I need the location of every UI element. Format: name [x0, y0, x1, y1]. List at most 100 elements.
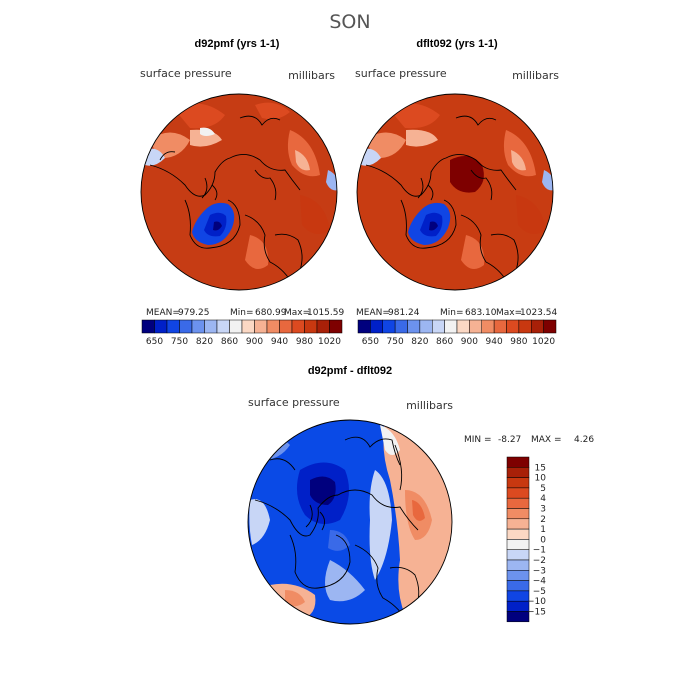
colorbar-swatch: [444, 319, 458, 334]
coastlines: [365, 115, 519, 281]
map-region: [295, 150, 310, 171]
units-label: millibars: [406, 399, 453, 412]
min-value: 680.99: [255, 308, 287, 318]
map-field: [141, 94, 337, 290]
colorbar-swatch: [506, 487, 530, 499]
variable-label: surface pressure: [248, 396, 340, 409]
max-label: Max=: [284, 308, 310, 318]
map-region: [380, 425, 400, 455]
colorbar-tick-label: 3: [540, 505, 546, 515]
max-value: 1023.54: [520, 308, 557, 318]
colorbar-swatch: [481, 319, 495, 334]
colorbar-swatch: [493, 319, 507, 334]
map-region: [300, 195, 330, 234]
map-region: [326, 170, 337, 191]
map-field: [248, 420, 452, 624]
map-region: [245, 235, 269, 269]
map-outline: [356, 93, 554, 291]
colorbar-swatch: [518, 319, 532, 334]
colorbar-tick-label: 2: [540, 515, 546, 525]
panel-dflt092: dflt092 (yrs 1-1) surface pressure milli…: [355, 38, 559, 347]
colorbar-swatch: [254, 319, 268, 334]
colorbar-tick-label: 900: [461, 337, 478, 347]
colorbar-swatch: [506, 456, 530, 468]
map-field: [357, 94, 553, 290]
map-region: [511, 150, 526, 171]
colorbar-swatch: [154, 319, 168, 334]
map-background: [357, 94, 553, 290]
map-region: [145, 148, 165, 166]
map-region: [503, 130, 536, 177]
colorbar-tick-label: −10: [527, 597, 546, 607]
colorbar-swatch: [506, 319, 520, 334]
map-region: [175, 103, 225, 129]
stats-line: MEAN= 981.24 Min= 683.10 Max= 1023.54: [356, 308, 557, 318]
colorbar-swatch: [456, 319, 470, 334]
map-region: [325, 560, 365, 602]
colorbar-swatch: [469, 319, 482, 334]
colorbar-swatch: [329, 319, 343, 334]
map-region: [412, 500, 425, 521]
colorbar-tick-label: 900: [246, 337, 263, 347]
colorbar-swatch: [506, 549, 530, 561]
figure-title: SON: [329, 11, 370, 33]
variable-label: surface pressure: [140, 67, 232, 80]
colorbar-tick-label: 1020: [318, 337, 341, 347]
colorbar-swatch: [370, 319, 383, 334]
colorbar-tick-label: −4: [533, 577, 547, 587]
map-region: [450, 156, 484, 193]
colorbar-swatch: [506, 508, 530, 520]
colorbar-swatch: [419, 319, 433, 334]
panel-title: d92pmf (yrs 1-1): [195, 38, 280, 50]
panel-title: dflt092 (yrs 1-1): [416, 38, 498, 50]
units-label: millibars: [512, 69, 559, 82]
panel-difference: d92pmf - dflt092 surface pressure millib…: [247, 365, 594, 625]
map-region: [328, 530, 350, 551]
colorbar-tick-label: 5: [540, 484, 546, 494]
map-region: [213, 221, 222, 231]
colorbar-swatch: [506, 559, 530, 571]
colorbar-swatch: [506, 570, 530, 581]
colorbar-swatch: [506, 600, 530, 612]
variable-label: surface pressure: [355, 67, 447, 80]
colorbar-swatch: [506, 539, 530, 550]
units-label: millibars: [288, 69, 335, 82]
colorbar-swatch: [506, 497, 530, 509]
colorbar-swatch: [179, 319, 193, 334]
map-region: [542, 170, 553, 191]
colorbar-swatch: [432, 319, 445, 334]
colorbar-tick-label: 820: [411, 337, 428, 347]
colorbar-swatch: [304, 319, 318, 334]
colorbar-tick-label: 940: [486, 337, 503, 347]
colorbar-tick-label: 10: [535, 474, 547, 484]
colorbar-tick-label: −3: [533, 566, 546, 576]
min-value: -8.27: [498, 435, 521, 445]
map-region: [255, 102, 290, 120]
max-value: 1015.59: [307, 308, 344, 318]
colorbar-horizontal: 650 750 820 860 900 940 980 1020: [357, 319, 557, 347]
map-region: [287, 130, 320, 177]
mean-value: 981.24: [388, 308, 420, 318]
panel-d92pmf: d92pmf (yrs 1-1) surface pressure millib…: [140, 38, 344, 347]
colorbar-tick-label: −5: [533, 587, 546, 597]
colorbar-swatch: [394, 319, 408, 334]
map-outline: [247, 419, 453, 625]
colorbar-swatch: [279, 319, 293, 334]
mean-value: 979.25: [178, 308, 210, 318]
colorbar-swatch: [531, 319, 544, 334]
colorbar-tick-label: −15: [527, 608, 546, 618]
colorbar-swatch: [266, 319, 280, 334]
map-region: [249, 499, 270, 545]
colorbar-tick-label: 1020: [532, 337, 555, 347]
colorbar-swatch: [141, 319, 155, 334]
colorbar-tick-label: 860: [221, 337, 238, 347]
colorbar-swatch: [506, 580, 530, 592]
colorbar-tick-label: −2: [533, 556, 546, 566]
min-label: MIN =: [464, 435, 492, 445]
colorbar-swatch: [216, 319, 230, 334]
colorbar-tick-label: 980: [296, 337, 313, 347]
map-region: [369, 470, 392, 580]
colorbar-tick-label: 0: [540, 535, 546, 545]
colorbar-tick-label: 650: [362, 337, 379, 347]
